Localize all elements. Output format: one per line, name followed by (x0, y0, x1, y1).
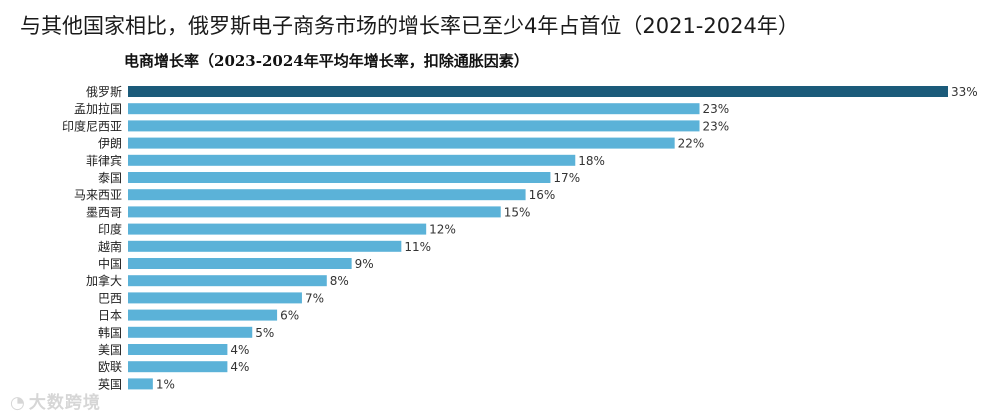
value-label: 6% (280, 309, 299, 323)
bar (128, 189, 526, 201)
value-label: 22% (678, 137, 705, 151)
value-label: 7% (305, 291, 324, 305)
category-label: 俄罗斯 (86, 85, 122, 99)
category-label: 菲律宾 (86, 153, 122, 168)
category-label: 日本 (98, 309, 122, 323)
value-label: 33% (951, 85, 978, 99)
bar (128, 120, 700, 132)
category-label: 中国 (98, 256, 122, 271)
bar (128, 137, 675, 149)
category-label: 欧联 (98, 360, 122, 374)
value-label: 15% (504, 205, 531, 219)
category-label: 韩国 (98, 325, 122, 340)
category-label: 英国 (98, 377, 122, 391)
value-label: 11% (404, 240, 431, 254)
bar (128, 275, 327, 287)
bar (128, 86, 948, 97)
bar (128, 206, 501, 218)
watermark-logo-icon: ◔ (10, 393, 26, 413)
value-label: 8% (330, 274, 349, 288)
value-label: 17% (553, 171, 580, 185)
bar (128, 344, 228, 355)
category-label: 美国 (98, 343, 122, 357)
page-headline: 与其他国家相比，俄罗斯电子商务市场的增长率已至少4年占首位（2021-2024年… (20, 14, 799, 38)
bar (128, 154, 576, 166)
category-label: 墨西哥 (86, 205, 122, 219)
bar (128, 172, 551, 183)
value-label: 1% (156, 377, 175, 391)
chart-title: 电商增长率（2023-2024年平均年增长率，扣除通胀因素） (124, 52, 529, 70)
value-label: 4% (230, 360, 249, 374)
category-label: 加拿大 (86, 273, 122, 288)
bar (128, 309, 278, 321)
category-label: 巴西 (98, 291, 122, 305)
value-label: 4% (230, 343, 249, 357)
category-label: 印度尼西亚 (62, 118, 122, 133)
bar (128, 240, 402, 252)
bar (128, 326, 253, 338)
bar (128, 378, 153, 390)
watermark-text: 大数跨境 (28, 393, 101, 413)
value-label: 12% (429, 223, 456, 237)
value-label: 16% (529, 188, 556, 202)
value-label: 18% (578, 154, 605, 168)
bar (128, 103, 700, 115)
category-label: 泰国 (98, 171, 122, 185)
value-label: 23% (703, 102, 730, 116)
bar (128, 292, 302, 304)
value-label: 23% (703, 119, 730, 133)
category-label: 越南 (98, 239, 122, 254)
value-label: 9% (355, 257, 374, 271)
category-label: 伊朗 (98, 137, 122, 151)
category-label: 孟加拉国 (74, 101, 122, 116)
category-label: 马来西亚 (74, 188, 122, 202)
bar (128, 223, 427, 235)
bar (128, 258, 352, 269)
category-label: 印度 (98, 222, 122, 237)
bar (128, 361, 228, 373)
watermark: ◔ 大数跨境 (10, 388, 101, 413)
value-label: 5% (255, 326, 274, 340)
